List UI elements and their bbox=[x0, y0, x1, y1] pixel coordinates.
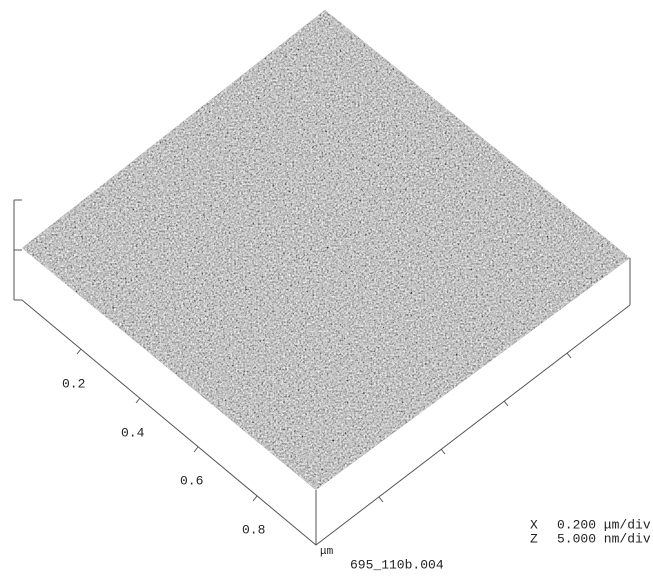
axis-tick bbox=[441, 449, 445, 454]
axis-tick bbox=[77, 349, 81, 354]
scale-label: Z bbox=[530, 531, 538, 546]
axis-tick bbox=[567, 353, 571, 358]
axis-tick bbox=[253, 496, 257, 501]
axis-tick bbox=[136, 398, 140, 403]
scale-value: 5.000 nm/div bbox=[557, 531, 651, 546]
scale-label: X bbox=[530, 517, 538, 532]
afm-figure: 0.2 0.4 0.6 0.8 μm 695_110b.004 X 0.200 … bbox=[0, 0, 653, 579]
axis-tick bbox=[379, 497, 383, 502]
x-tick-label: 0.6 bbox=[180, 473, 203, 488]
axis-tick bbox=[194, 447, 198, 452]
surface-texture bbox=[22, 10, 630, 490]
x-tick-label: 0.4 bbox=[121, 425, 145, 440]
axis-tick bbox=[504, 401, 508, 406]
axis-unit: μm bbox=[320, 546, 334, 558]
file-name: 695_110b.004 bbox=[350, 557, 444, 572]
scale-value: 0.200 μm/div bbox=[557, 517, 651, 532]
x-tick-label: 0.8 bbox=[242, 522, 265, 537]
x-tick-label: 0.2 bbox=[62, 376, 85, 391]
